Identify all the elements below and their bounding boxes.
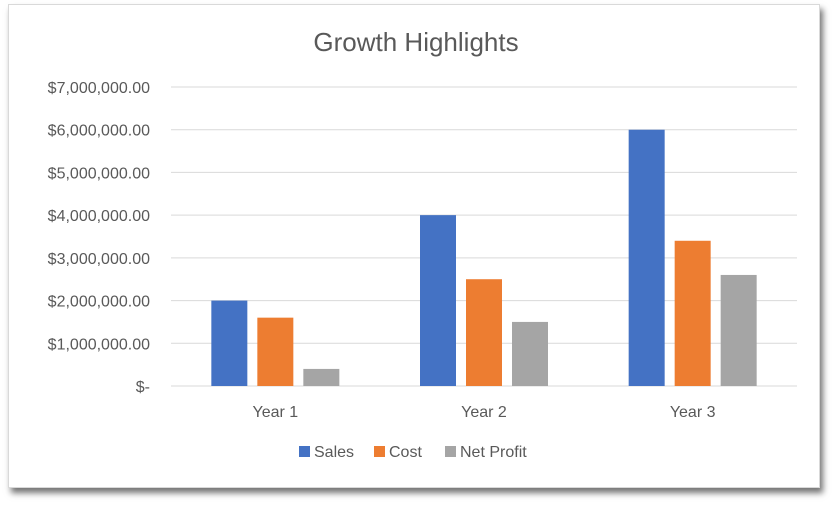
legend-swatch-net-profit — [445, 446, 456, 457]
bar-cost-year-3 — [674, 240, 711, 386]
y-tick-label: $2,000,000.00 — [48, 294, 150, 311]
bar-cost-year-1 — [257, 317, 294, 386]
y-tick-label: $6,000,000.00 — [48, 123, 150, 140]
bar-sales-year-1 — [211, 300, 248, 386]
chart-svg: Growth Highlights $- $1,000,000.00 $2,000,… — [48, 27, 797, 461]
y-tick-label: $7,000,000.00 — [48, 80, 150, 97]
legend-label-sales: Sales — [314, 444, 354, 461]
legend: Sales Cost Net Profit — [299, 444, 527, 461]
y-axis-tick-labels: $- $1,000,000.00 $2,000,000.00 $3,000,000.0… — [48, 80, 150, 396]
y-tick-label: $5,000,000.00 — [48, 165, 150, 182]
chart-title: Growth Highlights — [313, 27, 518, 57]
legend-label-cost: Cost — [389, 444, 422, 461]
x-axis-tick-labels: Year 1 Year 2 Year 3 — [252, 404, 715, 421]
legend-swatch-cost — [374, 446, 385, 457]
chart-frame: Growth Highlights $- $1,000,000.00 $2,000,… — [8, 4, 820, 488]
bar-sales-year-2 — [420, 215, 456, 386]
legend-label-net-profit: Net Profit — [460, 444, 527, 461]
legend-swatch-sales — [299, 446, 310, 457]
bars — [211, 129, 757, 386]
x-tick-label: Year 3 — [670, 404, 716, 421]
bar-net-profit-year-2 — [512, 321, 548, 386]
x-tick-label: Year 2 — [461, 404, 507, 421]
y-tick-label: $4,000,000.00 — [48, 208, 150, 225]
x-tick-label: Year 1 — [252, 404, 298, 421]
y-tick-label: $- — [136, 379, 150, 396]
y-tick-label: $3,000,000.00 — [48, 251, 150, 268]
bar-cost-year-2 — [466, 279, 502, 386]
bar-net-profit-year-3 — [720, 274, 757, 386]
bar-net-profit-year-1 — [303, 368, 340, 386]
y-tick-label: $1,000,000.00 — [48, 336, 150, 353]
bar-sales-year-3 — [628, 129, 665, 386]
